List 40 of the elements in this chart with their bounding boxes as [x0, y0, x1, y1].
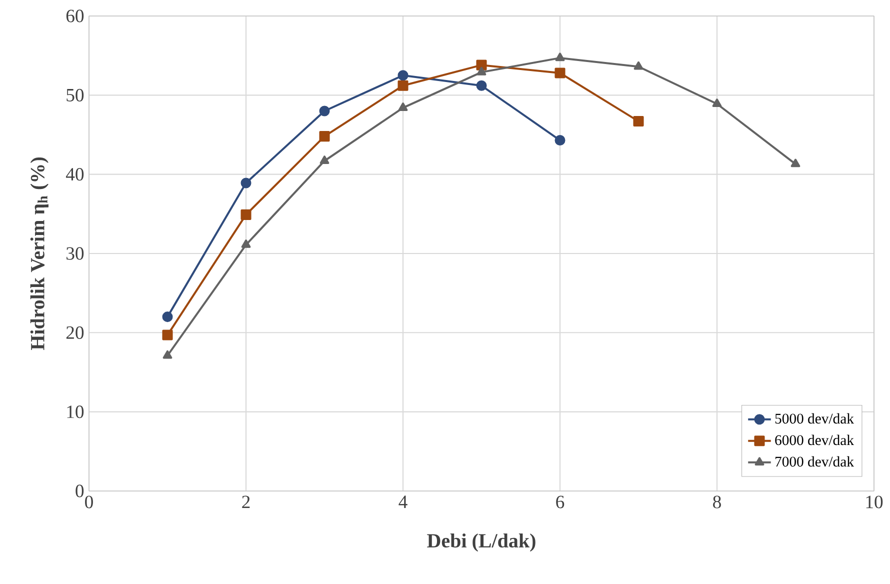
point	[241, 240, 251, 248]
y-tick-label: 0	[76, 484, 84, 498]
point	[476, 60, 487, 70]
y-tick-label: 50	[66, 88, 84, 102]
point	[555, 52, 565, 62]
point	[240, 209, 252, 220]
point	[398, 102, 408, 111]
point	[162, 312, 173, 322]
point	[319, 131, 330, 142]
legend-label: 5000 dev/dak	[775, 413, 854, 424]
point	[554, 135, 566, 146]
point	[398, 70, 408, 81]
point	[162, 330, 173, 340]
point	[398, 80, 408, 91]
point	[712, 98, 722, 107]
point	[162, 350, 172, 359]
y-tick-label: 10	[67, 406, 84, 418]
point	[240, 178, 252, 188]
y-tick-label: 40	[66, 168, 84, 181]
x-tick-label: 8	[713, 496, 721, 508]
x-axis-title: Debi (L/dak)	[427, 533, 536, 552]
point	[476, 66, 486, 76]
point	[790, 158, 800, 168]
point	[320, 156, 330, 164]
point	[634, 61, 644, 70]
x-tick-label: 10	[866, 496, 883, 508]
x-tick-label: 6	[556, 496, 564, 508]
legend-label: 6000 dev/dak	[775, 434, 854, 446]
x-tick-label: 0	[85, 496, 93, 508]
point	[319, 106, 330, 116]
point	[633, 116, 644, 127]
y-tick-label: 20	[66, 326, 84, 339]
y-axis-title: Hidrolik Verim η$_{h}$ (%)	[30, 158, 48, 350]
point	[476, 80, 487, 91]
legend-label: 7000 dev/dak	[775, 456, 854, 467]
x-tick-label: 4	[398, 496, 408, 508]
point	[554, 68, 566, 78]
y-tick-label: 60	[66, 10, 84, 22]
y-tick-label: 30	[66, 247, 84, 260]
x-tick-label: 2	[242, 496, 250, 508]
